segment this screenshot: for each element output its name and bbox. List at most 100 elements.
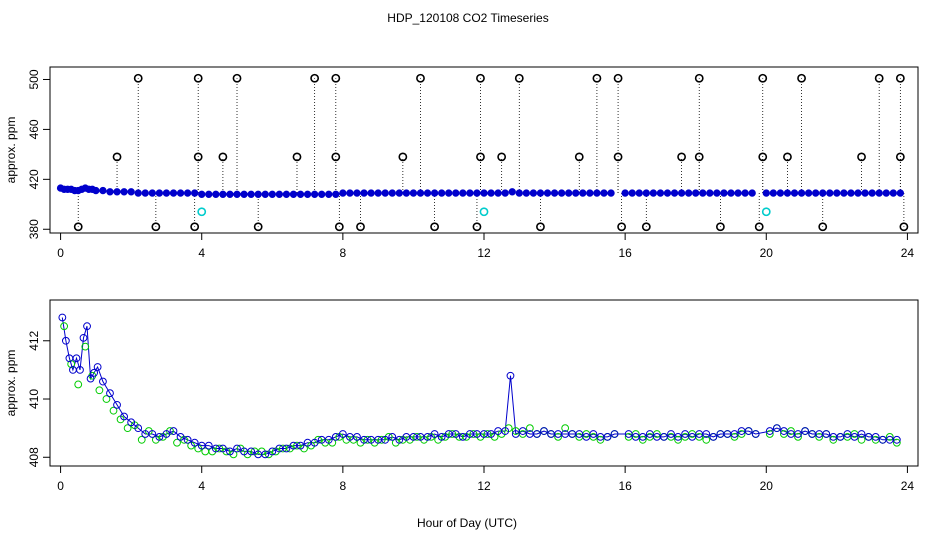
data-point [212,190,220,199]
data-point [748,189,756,197]
data-point [501,189,509,197]
data-point [882,189,890,197]
outlier-point [592,73,602,83]
outlier-point [536,222,545,232]
outlier-point [754,222,764,232]
data-point [677,189,686,197]
outlier-point [617,222,627,232]
data-point [621,189,629,197]
data-point [607,189,615,197]
data-point [522,189,531,197]
data-point [247,190,255,199]
outlier-point [857,152,866,162]
outlier-point [758,73,768,83]
outlier-point [783,152,792,162]
data-point [875,189,883,197]
data-point [868,189,876,197]
data-point [360,189,368,197]
y-tick-label: 408 [27,447,41,467]
data-point [219,190,227,199]
data-point [155,189,164,197]
data-point [508,188,516,196]
outlier-point [292,152,302,162]
outlier-point [641,222,651,232]
data-point [487,189,495,197]
outlier-point [112,152,122,162]
data-point [282,444,291,453]
data-point [338,430,347,438]
outlier-point [398,152,408,162]
data-point [706,189,714,197]
y-axis-label: approx. ppm [4,117,18,184]
outlier-point [758,152,768,162]
data-point [176,189,185,197]
data-point [275,190,284,199]
data-point [127,418,136,427]
data-point [240,190,248,199]
data-point [289,190,298,199]
data-point [501,427,510,435]
data-point [190,189,199,197]
data-point [833,189,841,197]
data-point [660,432,668,441]
data-point [843,430,852,438]
data-point [811,189,820,197]
outlier-point [694,152,704,162]
data-point [459,189,467,197]
data-point [469,430,478,438]
data-point [413,432,421,441]
data-point [550,189,559,197]
data-point [162,189,171,197]
outlier-point [818,222,828,232]
x-tick-label: 12 [477,479,491,493]
data-point [353,189,361,197]
data-point [663,189,672,197]
data-point [226,190,234,199]
data-point [437,432,446,441]
data-point [233,190,241,199]
data-point [127,188,135,196]
data-point [324,435,333,444]
data-point [473,189,481,197]
data-point [176,432,185,441]
outlier-point [574,152,584,162]
data-point [310,438,319,447]
data-point [790,189,799,197]
data-point [72,354,81,363]
outlier-point [613,73,623,83]
data-point [226,447,234,456]
outlier-point [677,152,686,162]
outlier-point [133,73,143,83]
data-point [261,450,270,459]
data-point [586,189,594,197]
data-point [638,435,647,444]
y-tick-label: 412 [27,330,41,350]
data-point [268,447,277,456]
data-point [892,435,901,444]
data-point [137,435,146,444]
data-point [61,336,70,345]
data-point [466,189,474,197]
data-point [215,444,224,453]
data-point [772,424,781,433]
x-tick-label: 20 [760,246,774,260]
data-point [346,189,354,197]
x-axis-label: Hour of Day (UTC) [417,516,517,530]
data-point [310,190,319,199]
data-point [388,432,397,441]
x-tick-label: 24 [901,246,915,260]
data-point [183,435,192,444]
data-point [293,441,301,450]
chart-title: HDP_120108 CO2 Timeseries [387,11,548,25]
data-point [762,189,770,197]
x-tick-label: 0 [57,479,64,493]
data-point [162,430,171,438]
outlier-point [430,222,440,232]
data-point [518,427,527,435]
data-point [840,189,848,197]
x-tick-label: 16 [618,479,632,493]
data-point [822,430,831,438]
data-point [106,389,114,398]
data-point [628,189,636,197]
